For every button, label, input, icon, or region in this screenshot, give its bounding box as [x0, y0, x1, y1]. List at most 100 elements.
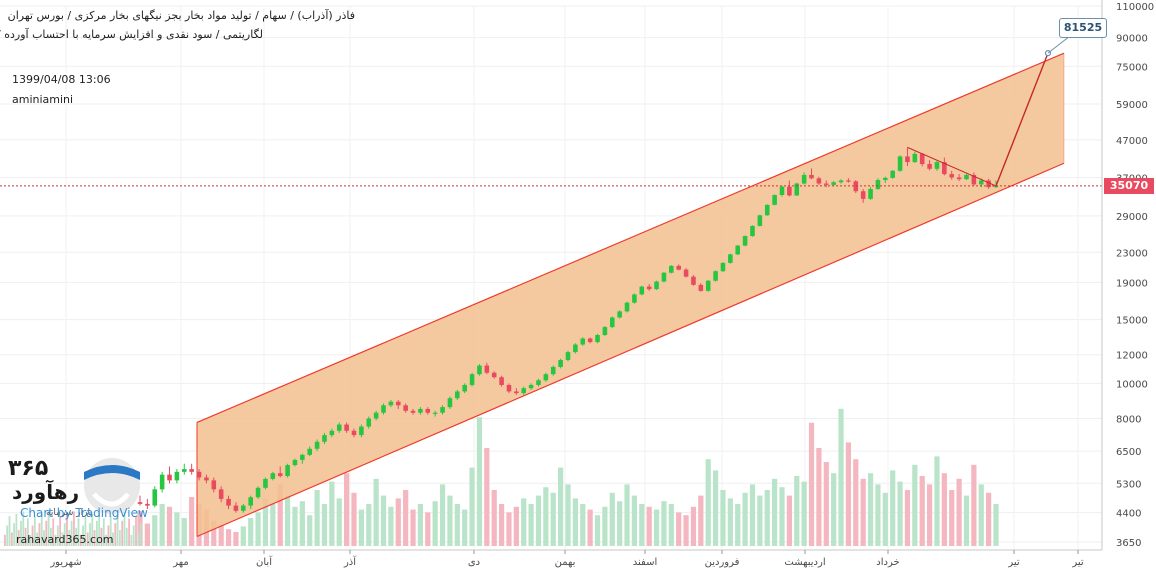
ascending-channel[interactable]	[196, 52, 1065, 538]
recent-downtrend-line[interactable]	[907, 146, 997, 187]
candle[interactable]	[484, 362, 490, 375]
candle[interactable]	[801, 172, 807, 185]
candle[interactable]	[550, 365, 556, 376]
candle[interactable]	[558, 358, 563, 369]
candle[interactable]	[211, 477, 217, 493]
candle[interactable]	[602, 325, 608, 337]
candle[interactable]	[897, 155, 903, 172]
candle[interactable]	[181, 463, 187, 475]
price-axis-panel[interactable]	[1102, 0, 1156, 550]
candle[interactable]	[366, 416, 372, 429]
candle[interactable]	[757, 214, 763, 227]
candle[interactable]	[890, 170, 895, 179]
candle[interactable]	[462, 383, 467, 394]
candle[interactable]	[174, 469, 180, 484]
candle[interactable]	[580, 337, 586, 346]
candle[interactable]	[528, 383, 534, 390]
candle[interactable]	[499, 375, 504, 387]
candle[interactable]	[654, 280, 659, 291]
channel-upper-line[interactable]	[196, 52, 1065, 424]
candle[interactable]	[167, 466, 172, 484]
candle[interactable]	[521, 386, 527, 395]
candlesticks[interactable]	[137, 147, 999, 513]
candle[interactable]	[691, 275, 696, 286]
candle[interactable]	[787, 180, 792, 197]
candle[interactable]	[285, 463, 290, 478]
candle[interactable]	[359, 424, 364, 438]
candle[interactable]	[816, 176, 822, 185]
candle[interactable]	[344, 422, 349, 433]
candle[interactable]	[536, 378, 541, 387]
candle[interactable]	[329, 428, 335, 438]
candle[interactable]	[418, 407, 423, 415]
candle[interactable]	[683, 268, 689, 278]
candle[interactable]	[314, 439, 320, 452]
candle[interactable]	[705, 279, 711, 292]
candle[interactable]	[713, 270, 718, 282]
candle[interactable]	[300, 453, 305, 464]
candle[interactable]	[395, 399, 401, 409]
candle[interactable]	[455, 389, 460, 400]
candle[interactable]	[831, 180, 836, 186]
candle[interactable]	[609, 316, 615, 329]
candle[interactable]	[543, 372, 549, 382]
candle[interactable]	[720, 262, 726, 272]
candle[interactable]	[270, 471, 276, 481]
candle[interactable]	[846, 178, 851, 183]
candle[interactable]	[676, 264, 681, 271]
candle[interactable]	[823, 180, 829, 188]
candle[interactable]	[573, 343, 578, 354]
candle[interactable]	[241, 503, 246, 513]
candle[interactable]	[750, 225, 755, 237]
candle[interactable]	[919, 153, 925, 167]
candle[interactable]	[779, 185, 785, 197]
candle[interactable]	[639, 285, 645, 296]
candle[interactable]	[137, 495, 143, 506]
candle[interactable]	[942, 157, 947, 176]
candle[interactable]	[868, 187, 873, 200]
candle[interactable]	[772, 194, 777, 206]
candle[interactable]	[469, 372, 475, 387]
candle[interactable]	[646, 284, 652, 291]
candle[interactable]	[255, 486, 261, 499]
candle[interactable]	[218, 486, 224, 503]
candle[interactable]	[617, 310, 622, 319]
candle[interactable]	[233, 502, 239, 513]
candle[interactable]	[159, 471, 165, 493]
candle[interactable]	[735, 244, 741, 256]
candle[interactable]	[152, 486, 158, 508]
candle[interactable]	[971, 172, 977, 186]
candle[interactable]	[292, 458, 298, 467]
candle[interactable]	[838, 179, 844, 184]
candle[interactable]	[949, 170, 955, 180]
candle[interactable]	[388, 399, 394, 408]
candle[interactable]	[565, 350, 571, 362]
candle[interactable]	[661, 271, 667, 283]
candle[interactable]	[514, 388, 519, 395]
candle[interactable]	[351, 428, 357, 438]
candle[interactable]	[425, 407, 431, 415]
candle[interactable]	[432, 410, 438, 417]
candle[interactable]	[381, 403, 386, 415]
candle[interactable]	[742, 235, 748, 247]
candle[interactable]	[145, 498, 150, 510]
channel-lower-line[interactable]	[196, 162, 1065, 538]
candle[interactable]	[403, 403, 408, 413]
candle[interactable]	[204, 474, 209, 484]
website-url[interactable]: rahavard365.com	[16, 533, 114, 546]
candle[interactable]	[248, 495, 253, 510]
candle[interactable]	[632, 293, 637, 304]
candle[interactable]	[447, 396, 453, 409]
candle[interactable]	[189, 463, 194, 475]
candle[interactable]	[905, 147, 910, 166]
candle[interactable]	[491, 371, 497, 379]
candle[interactable]	[964, 173, 969, 181]
candle[interactable]	[927, 160, 932, 171]
candle[interactable]	[883, 176, 888, 184]
candle[interactable]	[440, 405, 445, 415]
candle[interactable]	[809, 168, 814, 180]
candle[interactable]	[307, 446, 313, 457]
candle[interactable]	[934, 160, 940, 171]
author-name[interactable]: aminiamini	[12, 93, 74, 106]
